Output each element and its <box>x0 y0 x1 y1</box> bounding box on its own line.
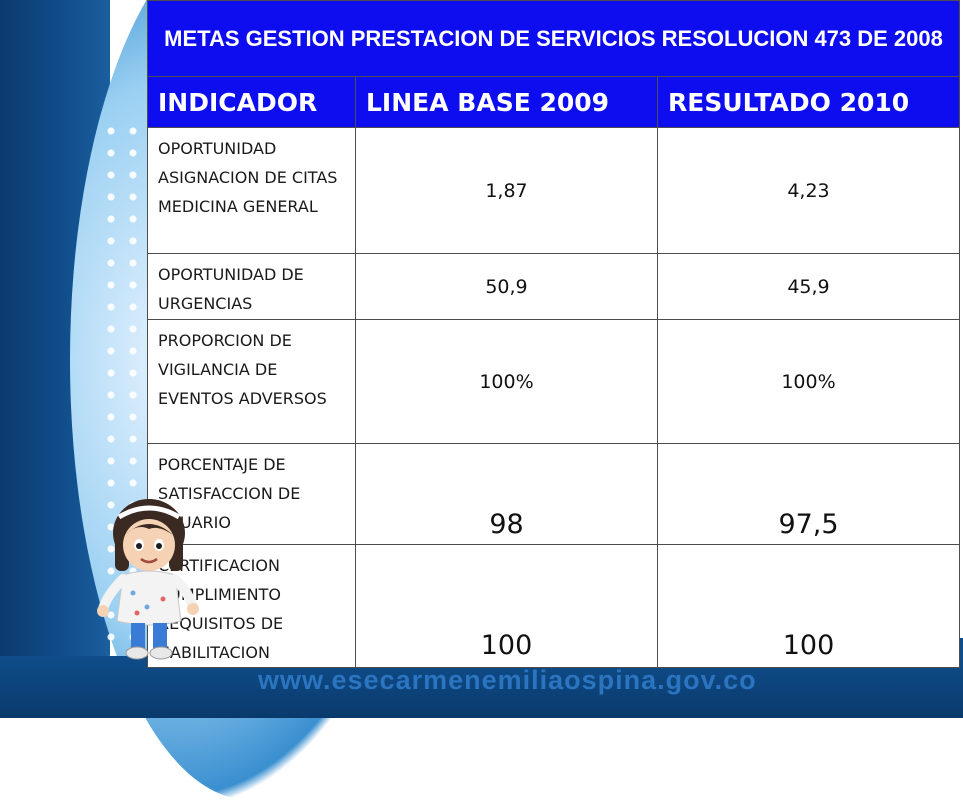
table-title: METAS GESTION PRESTACION DE SERVICIOS RE… <box>146 0 961 77</box>
result-cell: 100 <box>656 544 961 668</box>
table-row: OPORTUNIDAD ASIGNACION DE CITAS MEDICINA… <box>147 127 961 254</box>
table-title-row: METAS GESTION PRESTACION DE SERVICIOS RE… <box>146 0 961 77</box>
website-url[interactable]: www.esecarmenemiliaospina.gov.co <box>258 665 757 695</box>
result-cell: 100% <box>656 319 961 444</box>
table-header-row: INDICADOR LINEA BASE 2009 RESULTADO 2010 <box>147 76 961 128</box>
baseline-cell: 100 <box>355 544 658 668</box>
header-linea-base: LINEA BASE 2009 <box>355 76 658 128</box>
result-cell: 97,5 <box>656 443 961 545</box>
indicator-cell: CERTIFICACION CUMPLIMIENTO REQUISITOS DE… <box>147 544 356 668</box>
indicator-cell: OPORTUNIDAD DE URGENCIAS <box>147 253 356 320</box>
result-cell: 45,9 <box>656 253 961 320</box>
table-row: PORCENTAJE DE SATISFACCION DE USUARIO 98… <box>147 443 961 545</box>
nurse-mascot-icon <box>97 499 199 660</box>
indicator-cell: PROPORCION DE VIGILANCIA DE EVENTOS ADVE… <box>147 319 356 444</box>
baseline-cell: 100% <box>355 319 658 444</box>
goals-table: METAS GESTION PRESTACION DE SERVICIOS RE… <box>146 0 961 668</box>
table-row: PROPORCION DE VIGILANCIA DE EVENTOS ADVE… <box>147 319 961 444</box>
result-cell: 4,23 <box>656 127 961 254</box>
header-resultado: RESULTADO 2010 <box>656 76 961 128</box>
baseline-cell: 50,9 <box>355 253 658 320</box>
table-row: CERTIFICACION CUMPLIMIENTO REQUISITOS DE… <box>147 544 961 668</box>
table-row: OPORTUNIDAD DE URGENCIAS 50,9 45,9 <box>147 253 961 320</box>
baseline-cell: 1,87 <box>355 127 658 254</box>
header-indicador: INDICADOR <box>147 76 356 128</box>
baseline-cell: 98 <box>355 443 658 545</box>
indicator-cell: OPORTUNIDAD ASIGNACION DE CITAS MEDICINA… <box>147 127 356 254</box>
